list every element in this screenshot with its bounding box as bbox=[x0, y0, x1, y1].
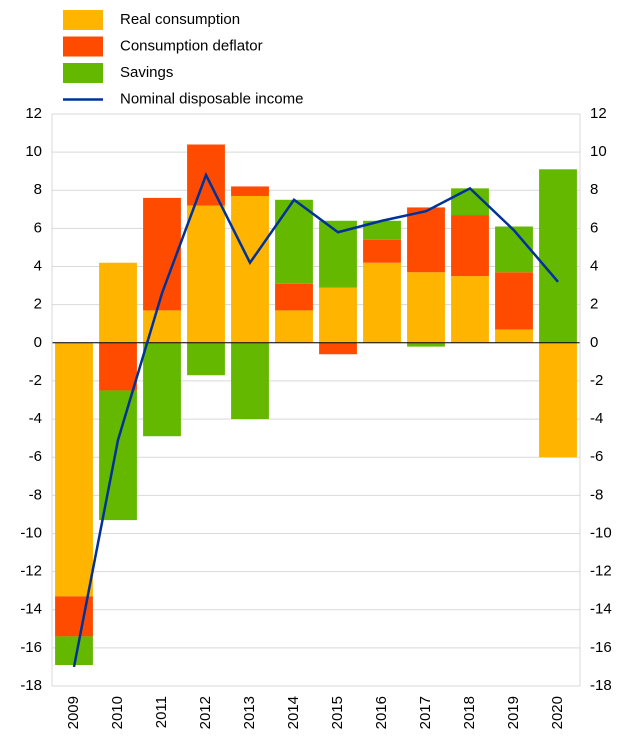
x-tick-label: 2015 bbox=[329, 696, 346, 729]
y-tick-label: -10 bbox=[20, 524, 42, 541]
bar-segment bbox=[99, 342, 137, 391]
y-tick-label: -2 bbox=[29, 372, 42, 389]
y-tick-label: 4 bbox=[34, 258, 42, 275]
bar-segment bbox=[231, 186, 269, 196]
x-tick-label: 2017 bbox=[417, 696, 434, 729]
bar-segment bbox=[231, 342, 269, 420]
y-tick-label: -14 bbox=[20, 601, 42, 618]
bar-segment bbox=[55, 342, 93, 597]
x-tick-label: 2012 bbox=[197, 696, 214, 729]
bar-segment bbox=[319, 342, 357, 355]
y2-tick-label: -2 bbox=[590, 372, 603, 389]
y2-tick-label: 12 bbox=[590, 105, 607, 122]
x-tick-label: 2020 bbox=[549, 696, 566, 729]
y2-tick-label: -4 bbox=[590, 410, 603, 427]
legend-label: Nominal disposable income bbox=[120, 90, 303, 107]
bar-segment bbox=[539, 342, 577, 458]
legend-label: Consumption deflator bbox=[120, 37, 263, 54]
bar-segment bbox=[495, 226, 533, 273]
y-tick-label: 8 bbox=[34, 181, 42, 198]
bar-segment bbox=[99, 262, 137, 343]
bar-segment bbox=[143, 342, 181, 437]
bar-segment bbox=[407, 342, 445, 347]
y2-tick-label: 10 bbox=[590, 143, 607, 160]
y2-tick-label: 6 bbox=[590, 219, 598, 236]
y-tick-label: -12 bbox=[20, 563, 42, 580]
legend-label: Savings bbox=[120, 64, 173, 81]
y-tick-label: 12 bbox=[25, 105, 42, 122]
x-tick-label: 2013 bbox=[241, 696, 258, 729]
legend-swatch bbox=[63, 10, 103, 30]
y-tick-label: -6 bbox=[29, 448, 42, 465]
bar-segment bbox=[495, 272, 533, 330]
y-tick-label: 10 bbox=[25, 143, 42, 160]
bar-segment bbox=[99, 390, 137, 521]
bar-segment bbox=[319, 287, 357, 343]
bar-segment bbox=[407, 207, 445, 273]
bar-segment bbox=[187, 342, 225, 376]
x-tick-label: 2016 bbox=[373, 696, 390, 729]
bar-segment bbox=[363, 239, 401, 263]
line-series bbox=[72, 171, 559, 668]
x-tick-label: 2010 bbox=[109, 696, 126, 729]
legend-swatch bbox=[63, 36, 103, 57]
y2-tick-label: -10 bbox=[590, 524, 612, 541]
bar-segment bbox=[539, 169, 577, 343]
y2-tick-label: -6 bbox=[590, 448, 603, 465]
bar-segment bbox=[363, 220, 401, 240]
bar-segment bbox=[451, 215, 489, 277]
x-tick-label: 2011 bbox=[153, 696, 170, 728]
x-tick-label: 2019 bbox=[505, 696, 522, 729]
y2-tick-label: 8 bbox=[590, 181, 598, 198]
bar-segment bbox=[275, 199, 313, 284]
y2-tick-label: 2 bbox=[590, 296, 598, 313]
y-tick-label: 6 bbox=[34, 219, 42, 236]
y-tick-label: -16 bbox=[20, 639, 42, 656]
y-tick-label: 2 bbox=[34, 296, 42, 313]
y2-tick-label: 4 bbox=[590, 258, 598, 275]
y2-tick-label: -18 bbox=[590, 677, 612, 694]
legend-label: Real consumption bbox=[120, 11, 240, 28]
y-tick-label: -8 bbox=[29, 486, 42, 503]
x-tick-label: 2014 bbox=[285, 696, 302, 729]
bar-segment bbox=[187, 205, 225, 343]
y2-tick-label: -12 bbox=[590, 563, 612, 580]
bar-segment bbox=[231, 195, 269, 343]
x-tick-label: 2018 bbox=[461, 696, 478, 729]
y2-tick-label: -8 bbox=[590, 486, 603, 503]
y-tick-label: 0 bbox=[34, 334, 42, 351]
legend-swatch bbox=[63, 63, 103, 83]
y-tick-label: -18 bbox=[20, 677, 42, 694]
y2-tick-label: -14 bbox=[590, 601, 612, 618]
x-tick-label: 2009 bbox=[65, 696, 82, 729]
bar-segment bbox=[407, 272, 445, 343]
bar-segment bbox=[275, 283, 313, 311]
bar-segment bbox=[275, 310, 313, 343]
bar-segment bbox=[451, 276, 489, 343]
y2-tick-label: 0 bbox=[590, 334, 598, 351]
y2-tick-label: -16 bbox=[590, 639, 612, 656]
bar-segment bbox=[363, 262, 401, 343]
bar-segment bbox=[55, 636, 93, 666]
bar-segment bbox=[495, 329, 533, 343]
y-tick-label: -4 bbox=[29, 410, 42, 427]
